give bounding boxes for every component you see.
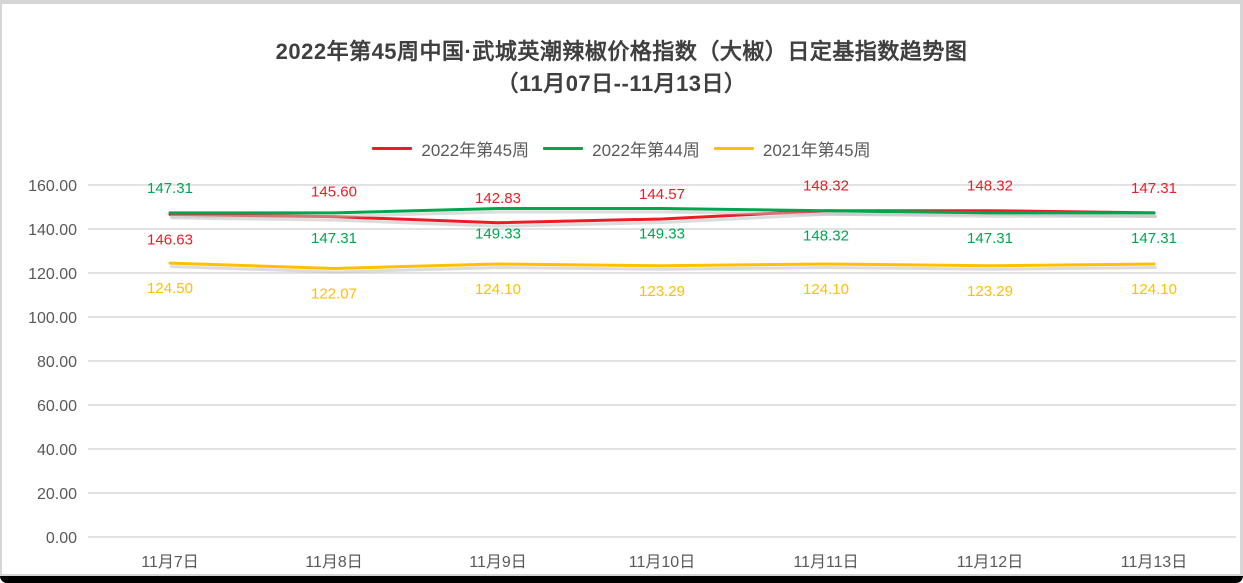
x-axis-tick-label: 11月10日 xyxy=(629,554,695,571)
y-axis-tick-label: 140.00 xyxy=(28,222,77,239)
chart-title-line2: （11月07日--11月13日） xyxy=(496,71,747,96)
data-label: 144.57 xyxy=(639,186,685,203)
y-axis-tick-label: 20.00 xyxy=(37,486,77,503)
x-axis-tick-label: 11月13日 xyxy=(1121,554,1187,571)
data-label: 147.31 xyxy=(147,180,193,197)
legend-label: 2021年第45周 xyxy=(762,141,871,160)
y-axis-tick-label: 100.00 xyxy=(28,310,77,327)
data-label: 145.60 xyxy=(311,184,357,201)
frame-border-right xyxy=(1240,0,1243,576)
data-label: 124.10 xyxy=(803,281,849,298)
legend-line-red-icon xyxy=(372,147,413,150)
x-axis-tick-label: 11月8日 xyxy=(305,554,363,571)
data-label: 147.31 xyxy=(1131,180,1177,197)
series-line-shadow xyxy=(170,210,1157,218)
data-label: 147.31 xyxy=(967,230,1013,247)
data-label: 142.83 xyxy=(475,190,521,207)
series-line xyxy=(168,206,1156,215)
data-label: 123.29 xyxy=(639,283,685,300)
legend-line-gold-icon xyxy=(713,147,754,150)
data-label: 123.29 xyxy=(967,283,1013,300)
frame-border-top xyxy=(0,0,1243,4)
data-label: 124.10 xyxy=(1131,281,1177,298)
data-label: 124.10 xyxy=(475,281,521,298)
legend-label: 2022年第44周 xyxy=(592,141,700,160)
series-line-shadow xyxy=(170,265,1157,274)
legend-line-green-icon xyxy=(543,147,584,150)
y-axis-tick-label: 60.00 xyxy=(37,398,77,415)
y-axis-tick-label: 160.00 xyxy=(28,178,77,195)
frame-border-left xyxy=(0,0,2,576)
data-label: 147.31 xyxy=(1131,230,1177,247)
data-label: 148.32 xyxy=(803,228,849,245)
legend-item-week45-2021[interactable]: 2021年第45周 xyxy=(713,136,871,161)
x-axis-tick-label: 11月12日 xyxy=(957,554,1023,571)
x-axis-tick-label: 11月9日 xyxy=(469,554,527,571)
legend-label: 2022年第45周 xyxy=(421,141,530,160)
legend-item-week44-2022[interactable]: 2022年第44周 xyxy=(543,136,700,161)
data-label: 148.32 xyxy=(967,178,1013,195)
y-axis-tick-label: 40.00 xyxy=(37,442,77,459)
chart-title: 2022年第45周中国·武城英潮辣椒价格指数（大椒）日定基指数趋势图 （11月0… xyxy=(0,36,1243,100)
x-axis-tick-label: 11月11日 xyxy=(793,554,858,571)
legend-item-week45-2022[interactable]: 2022年第45周 xyxy=(372,136,529,161)
series-line xyxy=(168,261,1156,270)
frame-bottom-edge xyxy=(0,576,1243,583)
chart-title-line1: 2022年第45周中国·武城英潮辣椒价格指数（大椒）日定基指数趋势图 xyxy=(275,39,968,64)
data-label: 124.50 xyxy=(147,280,193,297)
data-label: 149.33 xyxy=(475,225,521,242)
y-axis-tick-label: 120.00 xyxy=(28,266,77,283)
y-axis-tick-label: 80.00 xyxy=(37,354,77,371)
data-label: 148.32 xyxy=(803,178,849,195)
data-label: 147.31 xyxy=(311,230,357,247)
x-axis-tick-label: 11月7日 xyxy=(141,554,199,571)
chart-legend: 2022年第45周 2022年第44周 2021年第45周 xyxy=(0,136,1243,161)
frame-border-bottom xyxy=(0,574,1243,576)
data-label: 122.07 xyxy=(311,285,357,302)
y-axis-tick-label: 0.00 xyxy=(46,530,77,547)
data-label: 149.33 xyxy=(639,225,685,242)
data-label: 146.63 xyxy=(147,231,193,248)
